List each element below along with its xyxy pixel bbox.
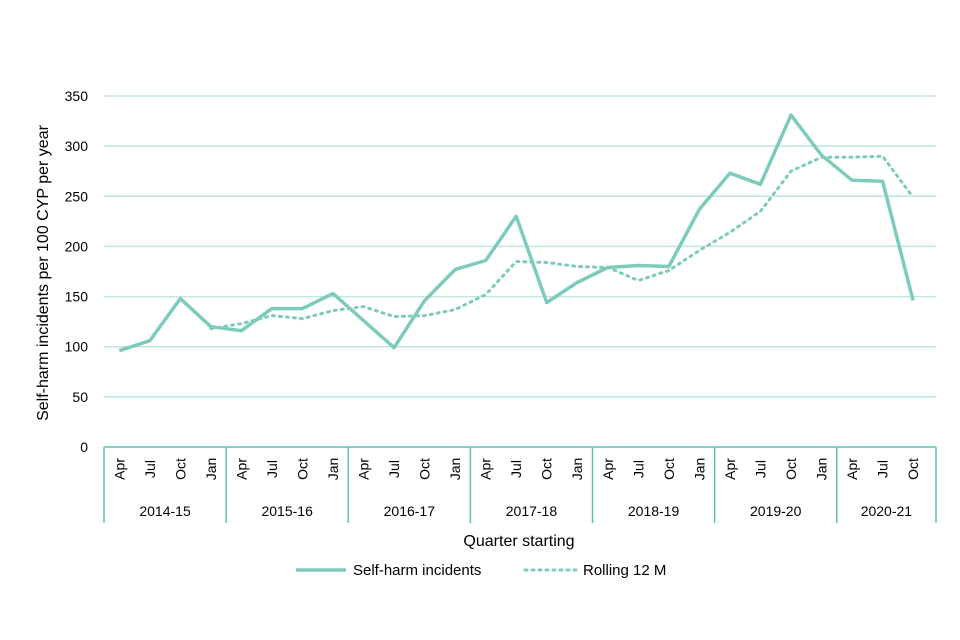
x-axis: 2014-15 2015-16 2016-17 2017-18 2018-19 2019-…: [103, 446, 937, 523]
legend-label: Rolling 12 M: [583, 562, 666, 579]
x-tick-label: Oct: [905, 458, 921, 480]
series-lines: [118, 113, 915, 353]
x-tick-label: Jul: [142, 460, 158, 478]
x-axis-title: Quarter starting: [463, 533, 574, 550]
x-group-label: 2017-18: [506, 503, 558, 519]
y-tick-label: 50: [72, 389, 88, 405]
y-tick-label: 200: [65, 238, 89, 254]
x-tick-label: Jan: [569, 458, 585, 481]
x-group-label: 2020-21: [861, 503, 913, 519]
y-tick-label: 350: [65, 88, 89, 104]
gridlines: [104, 95, 936, 398]
x-tick-label: Jul: [508, 460, 524, 478]
x-tick-label: Jan: [325, 458, 341, 481]
y-tick-label: 0: [80, 439, 88, 455]
x-tick-label: Oct: [661, 458, 677, 480]
y-tick-label: 100: [65, 339, 89, 355]
y-tick-label: 150: [65, 289, 89, 305]
x-tick-label: Jan: [203, 458, 219, 481]
x-tick-label: Oct: [172, 458, 188, 480]
x-tick-label: Apr: [233, 458, 249, 480]
y-axis-ticks: 0 50 100 150 200 250 300 350: [65, 88, 89, 455]
x-group-label: 2015-16: [261, 503, 313, 519]
x-tick-label: Jul: [386, 460, 402, 478]
x-tick-label: Apr: [111, 458, 127, 480]
x-tick-label: Oct: [539, 458, 555, 480]
x-tick-label: Apr: [600, 458, 616, 480]
x-tick-label: Jul: [752, 460, 768, 478]
series-rolling-12m-line: [209, 154, 915, 331]
x-tick-label: Jul: [875, 460, 891, 478]
x-tick-label: Jan: [691, 458, 707, 481]
y-tick-label: 250: [65, 188, 89, 204]
x-tick-label: Jul: [264, 460, 280, 478]
y-axis-title: Self-harm incidents per 100 CYP per year: [35, 124, 52, 421]
x-tick-label: Apr: [844, 458, 860, 480]
x-tick-label: Apr: [478, 458, 494, 480]
y-tick-label: 300: [65, 138, 89, 154]
x-tick-label: Oct: [783, 458, 799, 480]
x-tick-label: Jan: [447, 458, 463, 481]
series-self-harm-line: [118, 113, 915, 353]
legend-label: Self-harm incidents: [353, 562, 481, 579]
x-group-label: 2019-20: [750, 503, 802, 519]
x-group-label: 2018-19: [628, 503, 680, 519]
x-tick-label: Oct: [417, 458, 433, 480]
legend: Self-harm incidents Rolling 12 M: [296, 562, 666, 579]
x-tick-label: Apr: [722, 458, 738, 480]
x-tick-label: Apr: [356, 458, 372, 480]
x-group-label: 2016-17: [384, 503, 436, 519]
x-tick-label: Jan: [814, 458, 830, 481]
x-tick-label: Jul: [630, 460, 646, 478]
x-tick-label: Oct: [294, 458, 310, 480]
x-group-label: 2014-15: [139, 503, 191, 519]
